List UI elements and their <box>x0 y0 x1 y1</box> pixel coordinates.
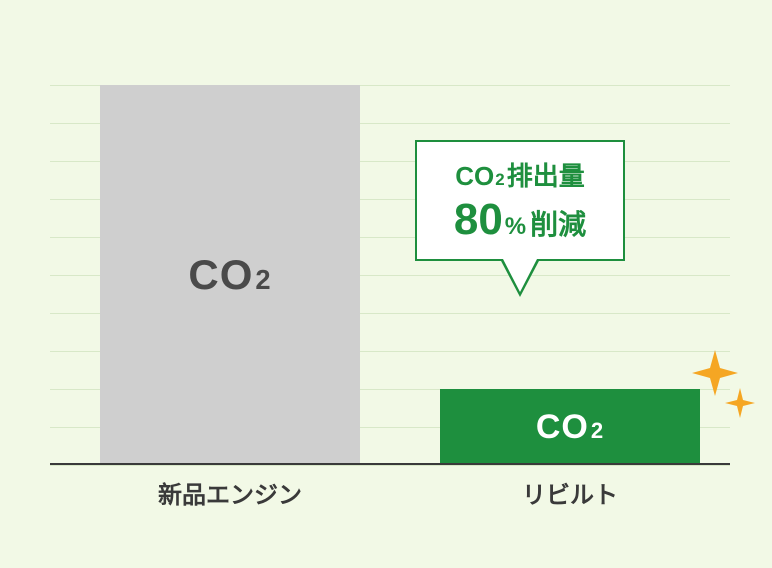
bar-rebuilt-co: CO <box>536 408 589 447</box>
reduction-callout: CO 2 排出量 80 % 削減 <box>415 140 625 261</box>
chart-area: CO 2 CO 2 <box>50 85 730 465</box>
sparkle-icon <box>690 350 760 430</box>
bar-rebuilt-sub: 2 <box>591 418 604 444</box>
sparkle-large <box>692 350 738 396</box>
x-label-rebuilt: リビルト <box>440 475 700 510</box>
callout-co: CO <box>455 161 494 192</box>
chart-baseline <box>50 463 730 465</box>
callout-tail-fill <box>503 259 537 292</box>
callout-pct: % <box>505 213 526 241</box>
callout-line1-rest: 排出量 <box>507 156 585 193</box>
x-label-new-engine: 新品エンジン <box>100 475 360 510</box>
sparkle-small <box>725 388 755 418</box>
bar-rebuilt-label: CO 2 <box>536 408 604 447</box>
bar-rebuilt: CO 2 <box>440 389 700 465</box>
callout-rest: 削減 <box>530 203 586 243</box>
bar-new-label: CO 2 <box>188 251 271 299</box>
callout-line2: 80 % 削減 <box>454 195 586 245</box>
bar-new-co: CO <box>188 251 253 299</box>
gridline <box>50 465 730 466</box>
bar-new-engine: CO 2 <box>100 85 360 465</box>
callout-line1: CO 2 排出量 <box>455 156 584 193</box>
callout-big: 80 <box>454 195 503 245</box>
callout-sub: 2 <box>495 170 504 190</box>
bar-new-sub: 2 <box>255 264 271 296</box>
